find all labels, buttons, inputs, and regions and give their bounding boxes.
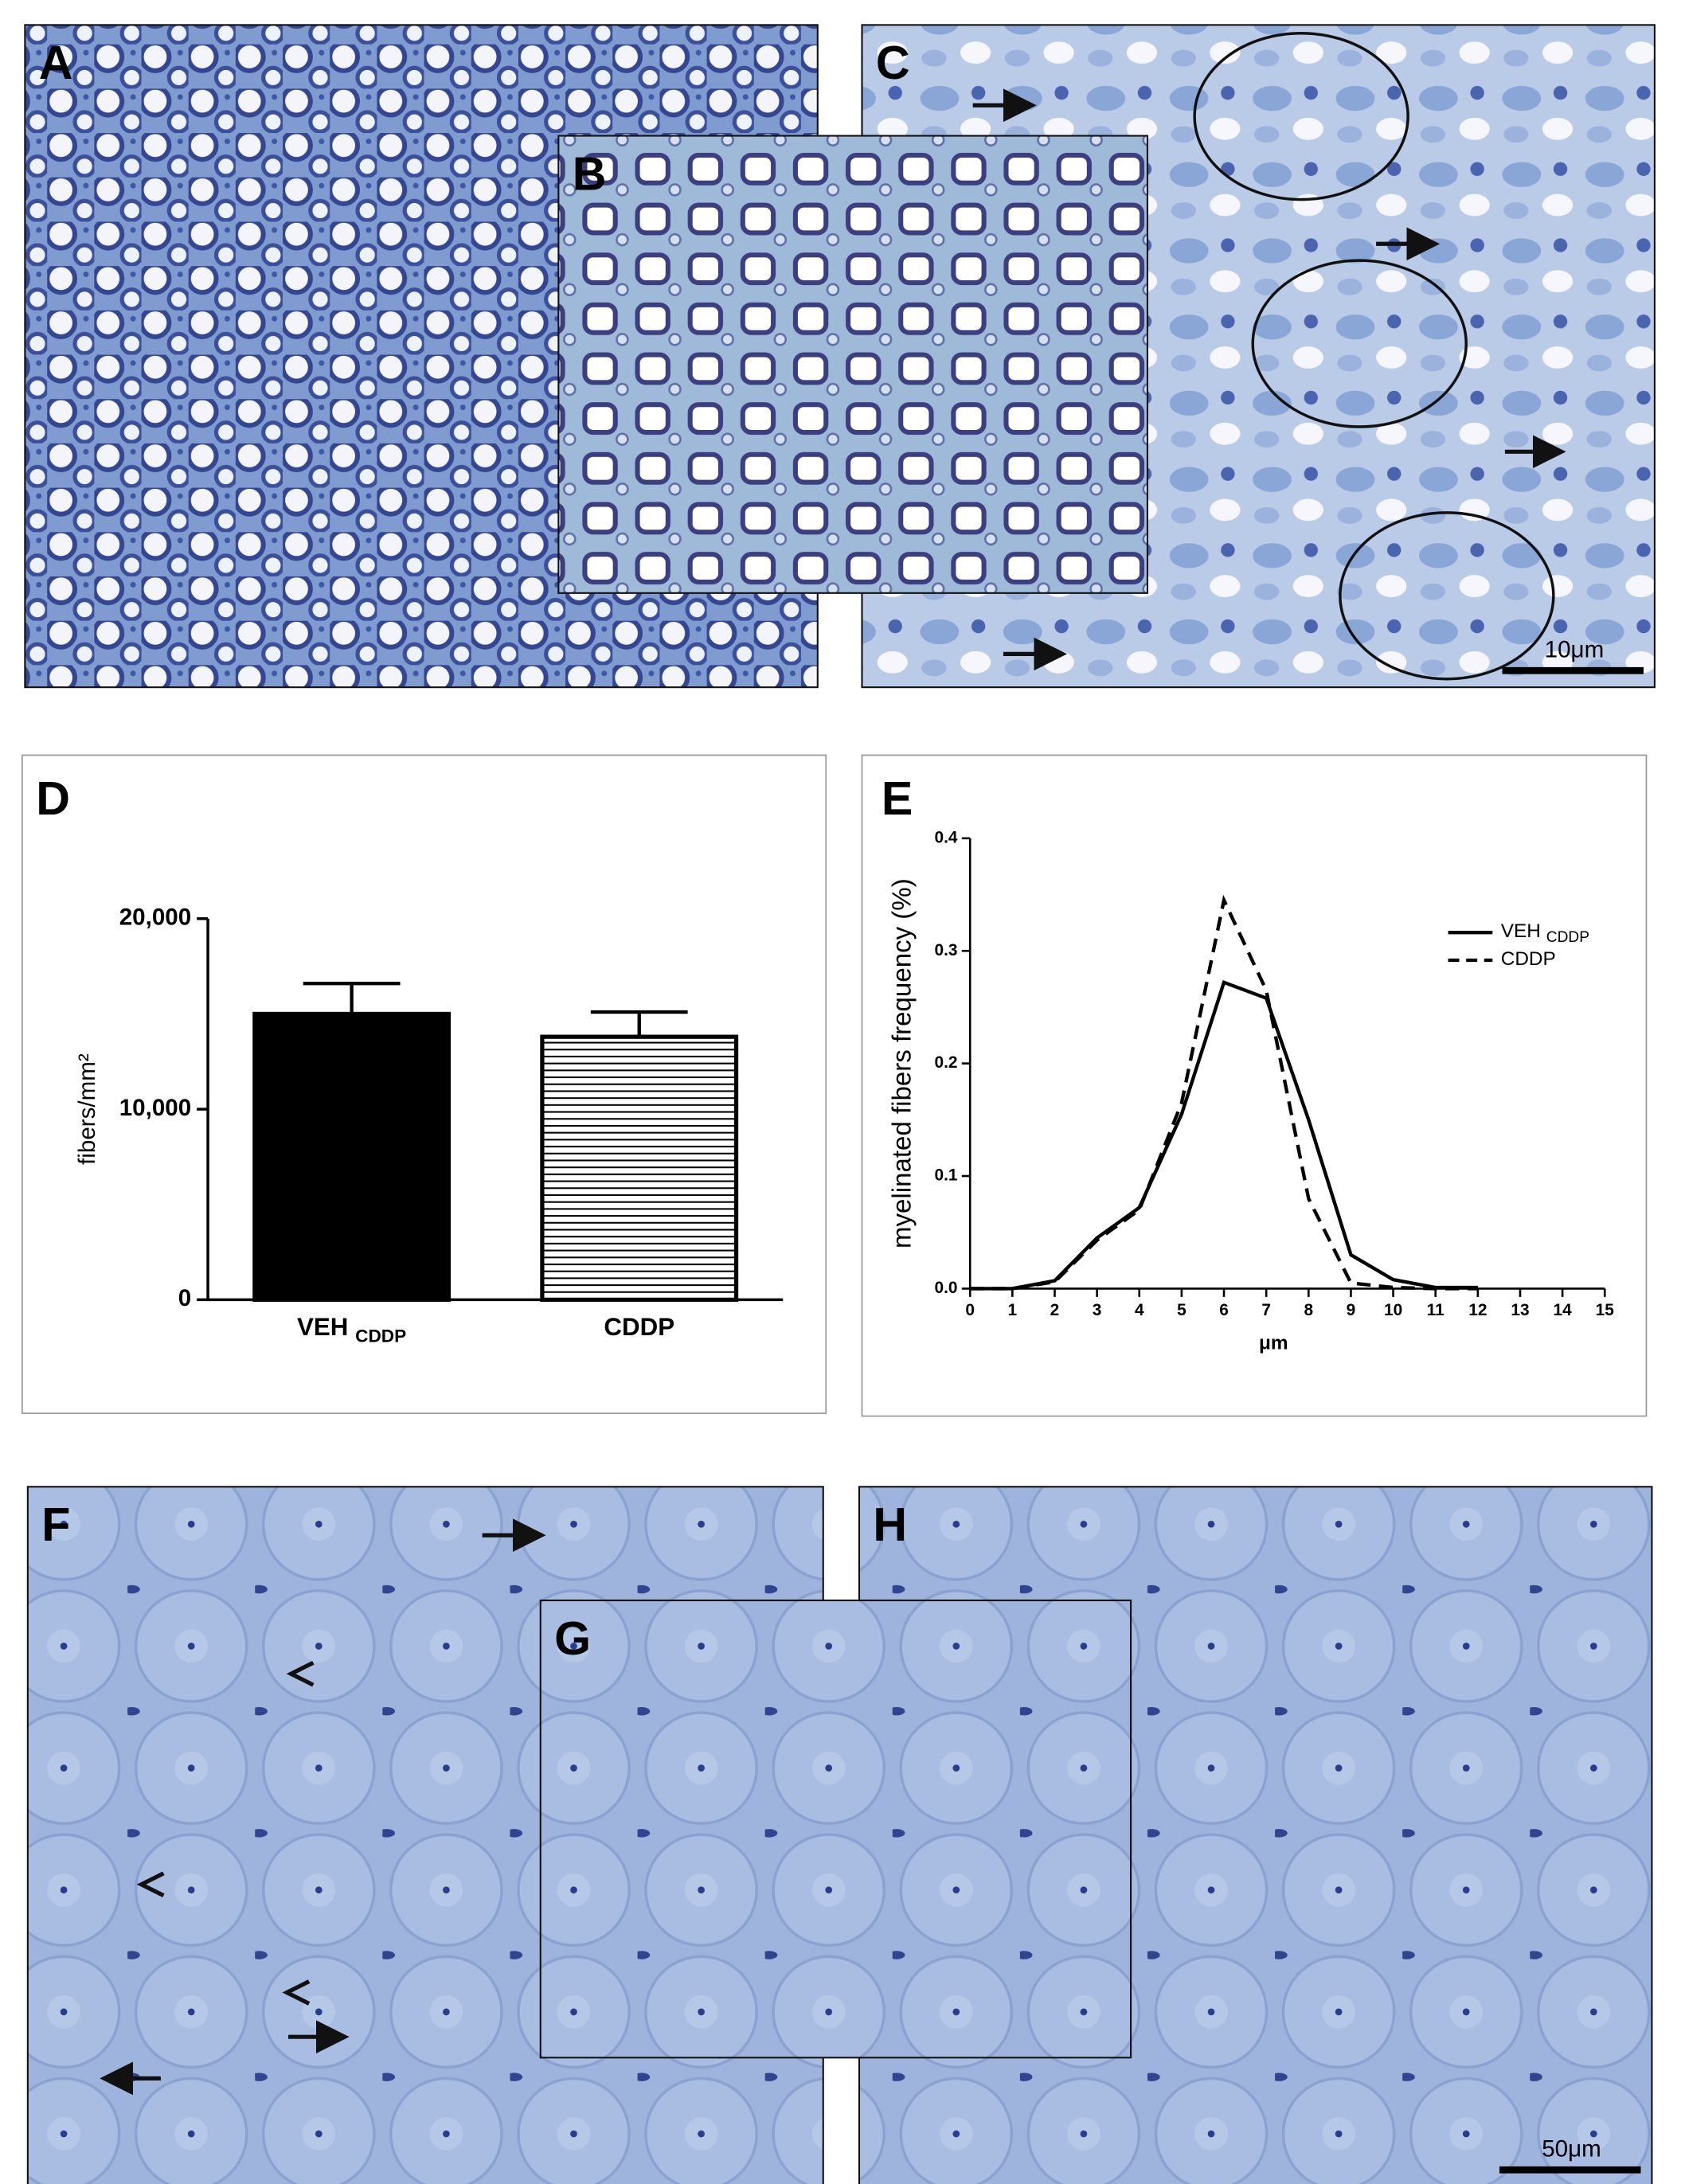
y-tick-label: 0.3 <box>935 941 958 959</box>
x-tick-label: 14 <box>1554 1301 1573 1319</box>
panel-label: H <box>873 1498 907 1551</box>
category: CDDP <box>604 1313 674 1341</box>
degeneration-circle <box>1193 32 1409 201</box>
degeneration-circle <box>1339 511 1555 681</box>
x-axis-label: μm <box>1259 1332 1288 1354</box>
x-tick-label: 10 <box>1384 1301 1402 1319</box>
x-tick-label: 0 <box>965 1301 975 1319</box>
panel-label: B <box>573 147 607 200</box>
line-series <box>970 980 1478 1291</box>
y-tick-label: 0.1 <box>935 1166 958 1185</box>
y-tick-label: 10,000 <box>119 1095 191 1121</box>
y-tick-label: 0.0 <box>935 1279 958 1297</box>
x-tick-label: 8 <box>1304 1301 1313 1319</box>
x-tick-label: CDDP <box>604 1313 674 1341</box>
micrograph <box>539 1599 1132 2059</box>
scale-bar-label: 50μm <box>1542 2136 1601 2163</box>
x-tick-label: 12 <box>1468 1301 1487 1319</box>
legend-subscript: CDDP <box>1546 929 1589 946</box>
micrograph <box>557 135 1149 594</box>
y-tick-label: 0.4 <box>935 828 958 846</box>
legend-entry: CDDP <box>1501 948 1556 970</box>
chart-frame <box>861 754 1648 1417</box>
category-subscript: CDDP <box>355 1326 406 1346</box>
micrograph-panel: G <box>539 1599 1132 2059</box>
arrowhead <box>282 1979 311 2006</box>
x-tick-label: 11 <box>1427 1301 1444 1319</box>
x-tick-label: 3 <box>1093 1301 1102 1319</box>
x-tick-label: VEH CDDP <box>297 1313 406 1346</box>
x-tick-label: 6 <box>1219 1301 1229 1319</box>
panel-label: E <box>882 772 913 825</box>
category: VEH <box>297 1313 348 1341</box>
legend-entry: VEH CDDP <box>1501 921 1589 947</box>
bar <box>540 1034 739 1302</box>
y-tick-label: 0 <box>178 1285 191 1311</box>
legend-name: CDDP <box>1501 948 1556 970</box>
panel-label: A <box>39 36 73 89</box>
x-tick-label: 2 <box>1050 1301 1060 1319</box>
x-tick-label: 7 <box>1261 1301 1271 1319</box>
arrowhead <box>286 1660 315 1687</box>
scale-bar-label: 10μm <box>1545 637 1605 663</box>
line-series <box>970 894 1478 1291</box>
x-tick-label: 1 <box>1008 1301 1018 1319</box>
x-tick-label: 9 <box>1347 1301 1356 1319</box>
micrograph-panel: B <box>557 135 1149 594</box>
y-axis-label: fibers/mm² <box>74 1053 100 1165</box>
panel-label: F <box>41 1498 70 1551</box>
legend-name: VEH <box>1501 921 1541 943</box>
bar <box>252 1011 452 1302</box>
y-axis-label: myelinated fibers frequency (%) <box>887 878 917 1248</box>
x-tick-label: 4 <box>1135 1301 1144 1319</box>
arrowhead <box>136 1871 165 1898</box>
x-tick-label: 13 <box>1511 1301 1529 1319</box>
y-tick-label: 0.2 <box>935 1053 958 1072</box>
panel-label: D <box>36 772 70 825</box>
degeneration-circle <box>1251 259 1468 428</box>
x-tick-label: 15 <box>1596 1301 1615 1319</box>
panel-label: G <box>554 1612 591 1665</box>
x-tick-label: 5 <box>1177 1301 1186 1319</box>
y-tick-label: 20,000 <box>119 904 191 931</box>
panel-label: C <box>876 36 910 89</box>
